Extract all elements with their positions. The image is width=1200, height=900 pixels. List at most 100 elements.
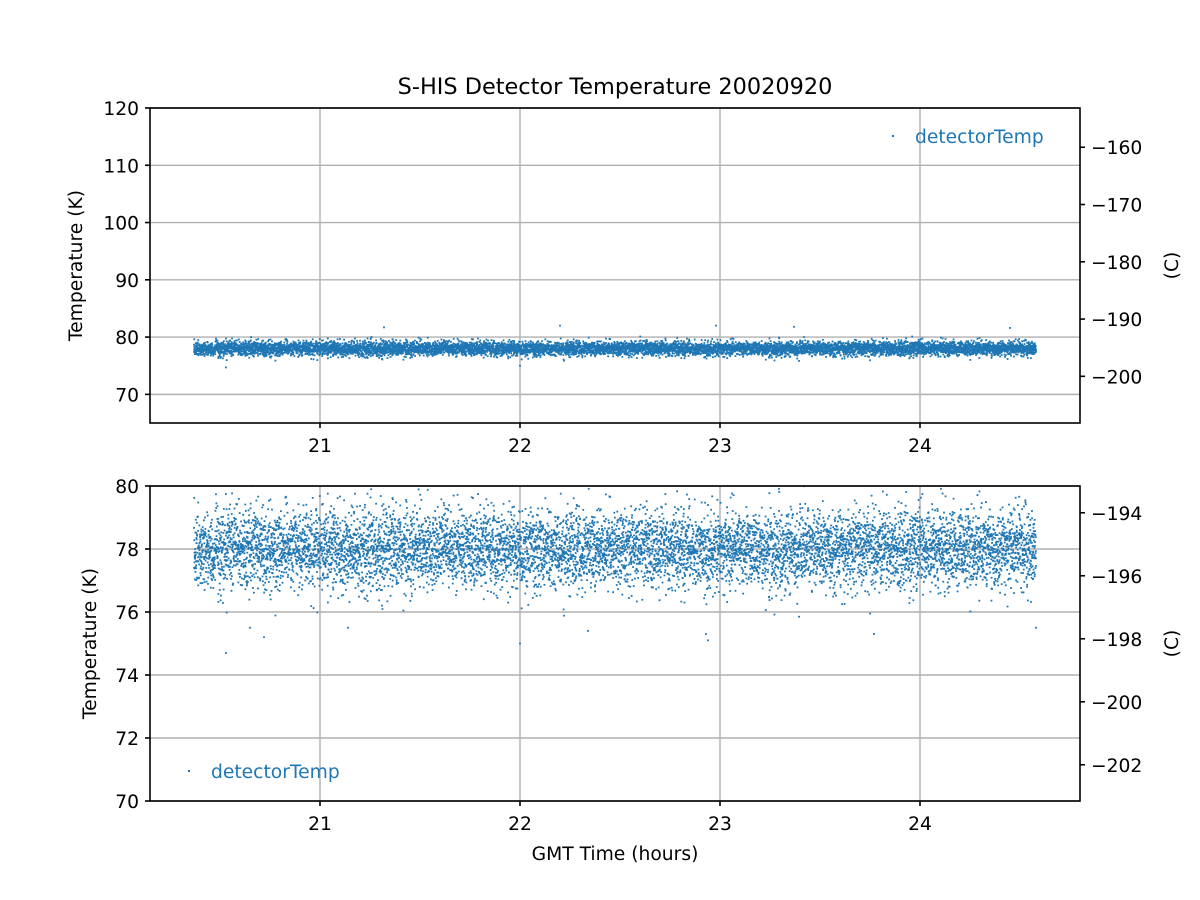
data-point [545,344,547,347]
data-point [298,353,301,356]
data-point [602,346,605,349]
data-point [232,353,235,356]
data-point [327,342,329,345]
data-point [341,342,344,345]
data-point [569,345,572,348]
data-point [198,347,201,350]
data-point [391,353,394,356]
data-point [312,348,315,351]
data-point [477,350,480,353]
data-point [412,346,414,348]
data-point [417,349,420,352]
data-point [342,350,345,352]
data-point [465,354,467,357]
data-point [202,347,205,350]
data-point [544,338,547,341]
data-point [344,341,347,344]
data-point [559,345,562,348]
data-point [583,351,586,353]
data-point [301,351,304,354]
data-point [193,343,195,346]
data-point [444,342,447,345]
data-point [296,343,299,346]
data-point [383,344,385,347]
data-point [475,347,478,350]
data-point [554,349,557,352]
data-point [341,347,344,350]
data-point [222,341,224,344]
data-point [435,350,438,353]
data-point [334,342,336,344]
data-point [503,342,506,345]
data-point [254,350,256,353]
data-point [249,349,252,351]
data-point [460,352,463,355]
data-point [313,354,316,357]
data-point [549,340,552,343]
data-point [558,350,561,353]
data-point [321,348,324,350]
data-point [249,339,252,342]
data-point [515,347,518,350]
data-point [470,350,472,353]
data-point [366,337,369,340]
data-point [637,344,639,347]
data-point [537,340,540,343]
data-point [256,345,259,347]
data-point [612,348,615,351]
data-point [501,352,504,354]
data-point [617,354,619,357]
data-point [356,339,358,342]
data-point [229,347,232,350]
data-point [639,342,642,345]
data-point [271,344,274,347]
data-point [517,351,519,353]
data-point [292,342,295,344]
data-point [618,352,621,355]
data-point [205,353,208,356]
data-point [370,341,372,344]
data-point [394,344,397,347]
data-point [579,346,582,349]
data-point [462,343,464,346]
data-point [255,338,258,341]
data-point [553,346,556,349]
data-point [360,350,363,353]
data-point [337,356,340,359]
data-point [647,350,650,353]
data-point [568,356,571,359]
data-point [386,341,389,344]
data-point [495,353,498,356]
data-point [244,339,247,342]
data-point [505,353,508,356]
data-point [482,343,485,346]
data-point [548,345,550,348]
data-point [309,342,312,345]
data-point [285,350,288,353]
data-point [433,350,435,353]
data-point [364,356,367,359]
data-point [311,353,314,355]
data-point [650,347,653,349]
data-point [447,340,450,343]
data-point [275,352,278,355]
data-point [512,344,515,347]
data-point [454,352,456,355]
data-point [276,343,279,346]
data-point [548,350,551,352]
data-point [452,337,455,340]
data-point [215,339,218,342]
data-point [629,352,632,355]
data-point [383,342,386,345]
data-point [286,339,289,342]
data-point [492,339,495,342]
data-point [257,342,260,345]
data-point [533,347,536,350]
data-point [203,355,206,357]
data-point [652,351,655,354]
data-point [378,356,381,359]
data-point [594,354,597,357]
data-point [519,353,522,356]
data-point [581,356,584,359]
